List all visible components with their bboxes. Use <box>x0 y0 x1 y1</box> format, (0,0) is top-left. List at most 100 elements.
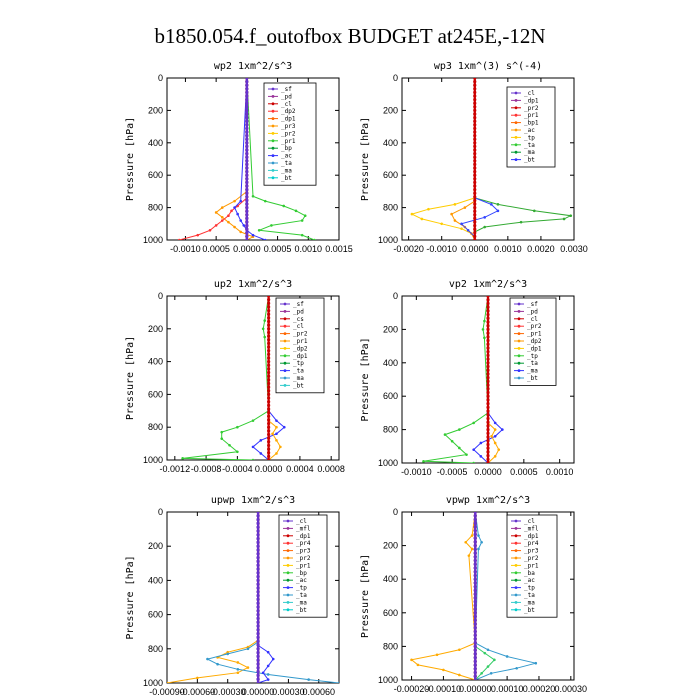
series-point <box>245 94 249 98</box>
series-point <box>251 445 255 449</box>
legend-marker <box>286 608 290 612</box>
series-point <box>490 203 493 206</box>
series-point <box>486 364 490 369</box>
series-point <box>245 80 249 84</box>
series-point <box>473 581 477 585</box>
x-tick-label: 0.00000 <box>242 687 275 697</box>
series-point <box>473 98 477 102</box>
x-tick-label: 0.0005 <box>264 244 292 254</box>
series-point <box>473 600 477 604</box>
legend: _sf_pd_cl_pr2_pr1_dp2_dp1_tp_ta_ma_bt <box>509 297 557 386</box>
legend-marker <box>517 354 521 358</box>
series-point <box>256 643 260 647</box>
series-point <box>483 319 486 323</box>
legend-marker <box>271 87 275 91</box>
series-point <box>480 540 483 544</box>
series-point <box>473 648 477 652</box>
y-tick-label: 200 <box>383 541 398 551</box>
series-point <box>493 428 497 431</box>
legend-entry: _bt <box>281 175 292 182</box>
series-point <box>472 448 475 451</box>
series-point <box>256 582 260 586</box>
series-point <box>226 652 230 656</box>
legend-marker <box>514 541 518 545</box>
legend-marker <box>514 143 518 147</box>
legend-marker <box>514 571 518 575</box>
panel-6: vpwp 1xm^2/s^3 Pressure [hPa] 0 200 400 600 80… <box>360 495 587 694</box>
series-point <box>245 112 249 116</box>
series-point <box>486 361 490 365</box>
series-point <box>473 607 477 611</box>
legend-entry: _tp <box>527 353 538 360</box>
x-tick-label: 0.0020 <box>527 244 555 254</box>
x-tick-label: -0.0005 <box>437 467 468 477</box>
series-point <box>427 207 430 211</box>
series-point <box>275 439 278 442</box>
x-tick-label: 0.0010 <box>295 244 323 254</box>
series-point <box>486 450 490 454</box>
series-point <box>245 159 249 163</box>
series-point <box>239 230 243 234</box>
panels: wp2 1xm^2/s^3 Pressure [hPa] 0 200 400 600 800… <box>125 61 588 697</box>
series-point <box>267 411 271 415</box>
plot-frame <box>401 77 575 241</box>
legend-marker <box>286 601 290 604</box>
series-point <box>473 148 477 152</box>
legend-marker <box>271 176 275 180</box>
legend-marker <box>514 136 518 139</box>
panel-1: wp2 1xm^2/s^3 Pressure [hPa] 0 200 400 600 800… <box>125 61 353 254</box>
series-point <box>267 407 271 411</box>
series-point <box>256 559 260 564</box>
series-point <box>473 614 477 619</box>
panel-title: wp3 1xm^(3) s^(-4) <box>434 61 542 72</box>
series-point <box>479 441 483 445</box>
legend-entry: _sf <box>527 301 538 308</box>
series-point <box>473 234 477 238</box>
series-point <box>266 650 270 654</box>
legend-entry: _pr2 <box>527 323 542 330</box>
legend-entry: _bt <box>527 375 538 382</box>
legend-entry: _pr3 <box>296 548 311 555</box>
legend-entry: _bt <box>524 157 535 164</box>
panel-5: upwp 1xm^2/s^3 Pressure [hPa] 0 200 400 600 80… <box>125 495 340 697</box>
series-point <box>267 367 271 371</box>
series-point <box>493 658 496 662</box>
legend-marker <box>517 302 521 306</box>
series-point <box>245 195 249 199</box>
series-point <box>245 98 249 102</box>
series-point <box>267 334 271 338</box>
series-point <box>473 592 477 596</box>
series-point <box>245 148 249 152</box>
series-point <box>267 443 271 448</box>
series-point <box>473 101 477 105</box>
series-point <box>303 214 307 217</box>
y-tick-label: 1000 <box>378 458 398 468</box>
series-point <box>505 655 509 658</box>
series-point <box>486 461 490 463</box>
series-point <box>483 651 487 655</box>
series-point <box>245 234 249 238</box>
legend-entry: _pr1 <box>524 562 539 569</box>
series-point <box>233 206 236 209</box>
legend-marker <box>271 124 275 128</box>
series-point <box>239 219 243 222</box>
legend-marker <box>283 369 287 372</box>
series-point <box>420 217 424 221</box>
series-point <box>259 452 263 455</box>
panel-4: vp2 1xm^2/s^3 Pressure [hPa] 0 200 400 600 800… <box>360 279 575 477</box>
series-point <box>267 305 271 309</box>
series-point <box>313 238 316 240</box>
series-point <box>220 437 224 440</box>
series-point <box>473 231 477 235</box>
series-point <box>267 349 271 353</box>
series-point <box>256 518 260 522</box>
y-axis-label: Pressure [hPa] <box>360 337 371 421</box>
legend-marker <box>283 302 287 306</box>
y-axis-label: Pressure [hPa] <box>125 555 136 639</box>
series-point <box>473 173 477 177</box>
series-point <box>256 670 260 674</box>
legend-marker <box>271 154 275 158</box>
legend-entry: _ta <box>281 160 292 167</box>
series-point <box>256 540 260 545</box>
series-point <box>473 137 477 141</box>
